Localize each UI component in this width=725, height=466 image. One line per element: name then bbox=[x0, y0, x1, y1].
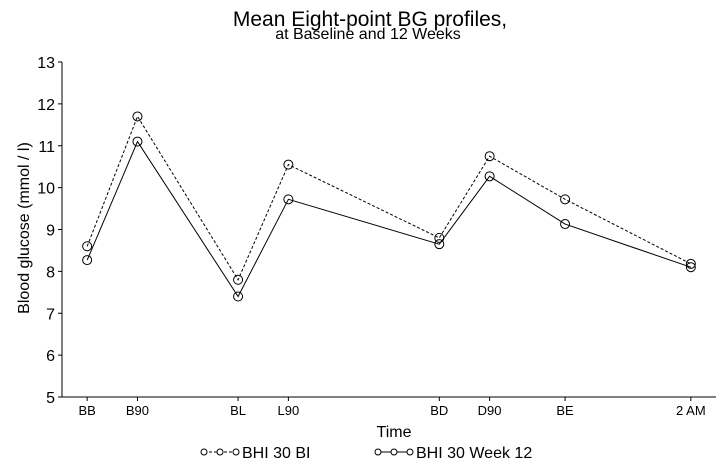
legend-marker-1 bbox=[216, 448, 224, 456]
legend-label-2: BHI 30 Week 12 bbox=[416, 445, 532, 461]
y-tick-label: 8 bbox=[46, 264, 55, 281]
data-point-series-1 bbox=[233, 274, 244, 285]
y-tick-label: 9 bbox=[46, 223, 55, 240]
data-point-series-1 bbox=[82, 241, 93, 252]
y-tick-label: 7 bbox=[46, 306, 55, 323]
data-point-series-2 bbox=[233, 291, 244, 302]
x-axis-label: Time bbox=[377, 424, 412, 441]
x-tick-label: BD bbox=[430, 403, 448, 418]
legend: BHI 30 BI BHI 30 Week 12 bbox=[200, 445, 532, 462]
legend-marker-2 bbox=[390, 448, 398, 456]
data-point-series-2 bbox=[484, 171, 495, 182]
x-tick-label: BL bbox=[230, 403, 246, 418]
y-tick-label: 12 bbox=[37, 97, 55, 114]
y-tick-label: 10 bbox=[37, 181, 55, 198]
legend-marker-1 bbox=[200, 448, 208, 456]
x-tick-label: 2 AM bbox=[676, 403, 706, 418]
x-tick-label: L90 bbox=[278, 403, 300, 418]
legend-marker-1 bbox=[232, 448, 240, 456]
x-tick-label: BB bbox=[78, 403, 95, 418]
x-tick-label: BE bbox=[556, 403, 574, 418]
y-tick-label: 6 bbox=[46, 348, 55, 365]
y-tick-label: 11 bbox=[38, 139, 55, 156]
plot-area: 5 6 7 8 9 10 11 12 13 BB B90 BL L90 BD D90 BE 2 AM bbox=[37, 55, 716, 418]
y-tick-label: 13 bbox=[37, 55, 55, 72]
legend-marker-2 bbox=[374, 448, 382, 456]
data-point-series-2 bbox=[132, 136, 143, 147]
data-point-series-2 bbox=[685, 262, 696, 273]
data-point-series-2 bbox=[82, 255, 93, 266]
data-point-series-1 bbox=[484, 151, 495, 162]
y-tick-label: 5 bbox=[46, 390, 55, 407]
legend-label-1: BHI 30 BI bbox=[242, 445, 310, 461]
data-point-series-2 bbox=[560, 219, 571, 230]
series-line-2 bbox=[86, 140, 691, 298]
series-line-1 bbox=[86, 115, 692, 281]
x-tick-label: D90 bbox=[478, 403, 502, 418]
y-axis-label: Blood glucose (mmol / l) bbox=[16, 142, 33, 314]
data-point-series-2 bbox=[283, 194, 294, 205]
data-point-series-1 bbox=[560, 194, 571, 205]
data-point-series-2 bbox=[434, 239, 445, 250]
x-tick-label: B90 bbox=[126, 403, 149, 418]
chart-subtitle: at Baseline and 12 Weeks bbox=[275, 26, 461, 43]
chart-title: Mean Eight-point BG profiles, bbox=[233, 8, 507, 31]
data-point-series-1 bbox=[283, 159, 294, 170]
legend-marker-2 bbox=[406, 448, 414, 456]
data-point-series-1 bbox=[132, 111, 143, 122]
data-point-series-1 bbox=[685, 258, 696, 269]
